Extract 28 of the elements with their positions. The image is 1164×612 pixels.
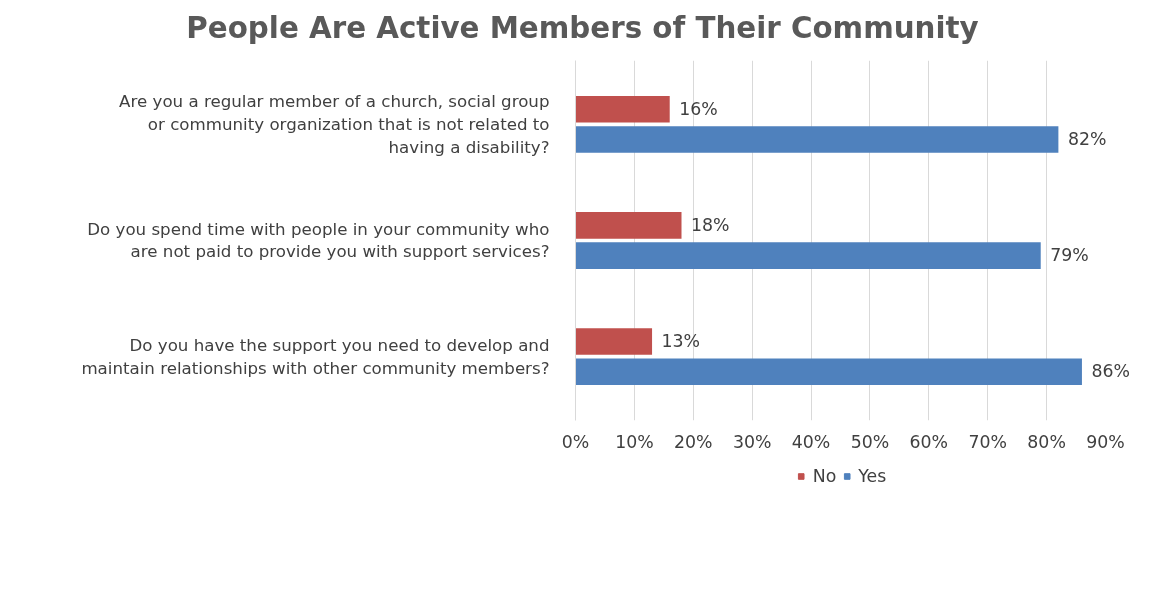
y-tick-label: Are you a regular member of a church, social group or community organization that is not related to having a disability?: [119, 91, 550, 157]
x-tick-label: 90%: [1086, 431, 1125, 452]
x-tick-label: 80%: [1027, 431, 1066, 452]
chart-title: People Are Active Members of Their Community: [186, 10, 979, 47]
bar: [575, 242, 1041, 269]
y-tick-label: Do you have the support you need to develop and maintain relationships with other community members?: [81, 335, 550, 378]
x-tick-label: 10%: [615, 431, 654, 452]
data-label: 79%: [1050, 244, 1089, 265]
x-tick-label: 60%: [909, 431, 949, 452]
bar: [575, 212, 682, 239]
x-tick-label: 50%: [850, 431, 890, 452]
legend-label: Yes: [858, 466, 887, 487]
data-label: 13%: [661, 330, 701, 351]
bar: [575, 95, 670, 123]
data-label: 86%: [1091, 361, 1130, 382]
data-label: 82%: [1067, 128, 1107, 149]
y-tick-label: Do you spend time with people in your community who are not paid to provide you with support services?: [87, 219, 550, 262]
data-label: 18%: [691, 214, 730, 235]
bar: [575, 126, 1059, 153]
x-tick-label: 30%: [732, 431, 772, 452]
bar: [575, 358, 1082, 385]
x-tick-label: 0%: [561, 431, 590, 452]
x-tick-label: 70%: [968, 431, 1007, 452]
data-label: 16%: [679, 98, 718, 119]
x-tick-label: 20%: [674, 431, 713, 452]
legend-label: No: [812, 466, 837, 487]
x-tick-label: 40%: [791, 431, 831, 452]
bar: [575, 328, 653, 355]
